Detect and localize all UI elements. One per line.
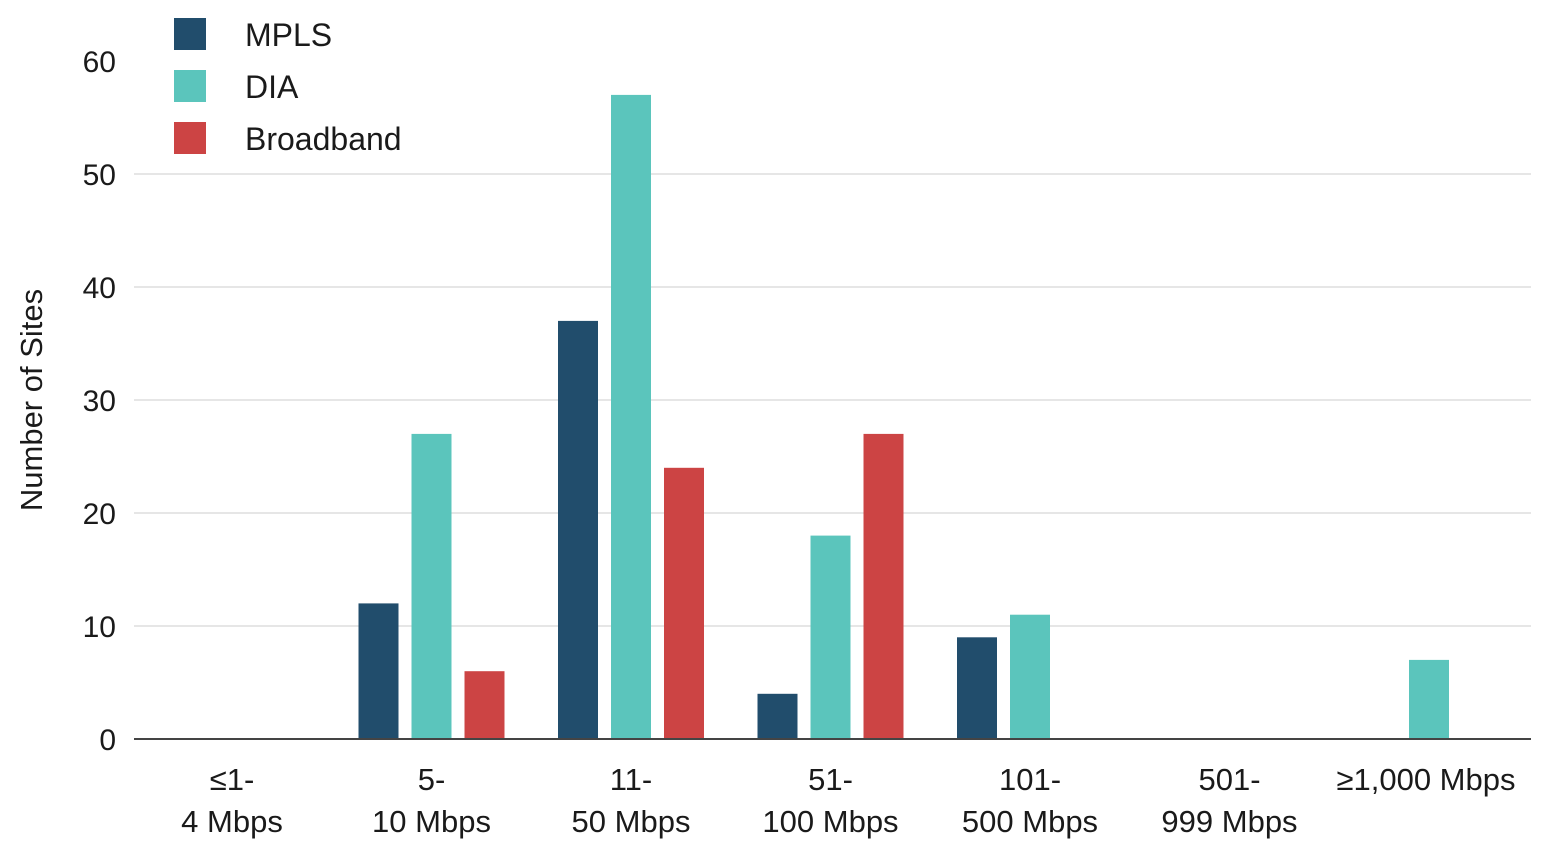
x-tick-label: 10 Mbps bbox=[372, 804, 491, 839]
bar-broadband bbox=[863, 433, 904, 739]
bars bbox=[358, 94, 1449, 739]
bar-dia bbox=[411, 433, 452, 739]
x-tick-label: 101- bbox=[999, 762, 1061, 797]
y-tick-label: 30 bbox=[83, 385, 116, 418]
legend-label-mpls: MPLS bbox=[245, 17, 332, 53]
bar-mpls bbox=[558, 320, 598, 739]
x-tick-label: 4 Mbps bbox=[181, 804, 283, 839]
legend-swatch-broadband bbox=[174, 122, 206, 154]
bar-dia bbox=[611, 94, 651, 739]
x-tick-label: ≥1,000 Mbps bbox=[1336, 762, 1515, 797]
bar-broadband bbox=[464, 671, 505, 739]
bar-mpls bbox=[358, 603, 399, 739]
y-axis-label: Number of Sites bbox=[14, 289, 49, 511]
bar-dia bbox=[810, 535, 851, 739]
bar-mpls bbox=[957, 637, 997, 739]
legend: MPLS DIA Broadband bbox=[174, 17, 402, 157]
gridlines bbox=[134, 173, 1531, 627]
x-tick-label: 11- bbox=[610, 762, 653, 797]
x-tick-label: 999 Mbps bbox=[1161, 804, 1297, 839]
x-tick-label: ≤1- bbox=[210, 762, 255, 797]
x-tick-label: 51- bbox=[808, 762, 853, 797]
x-axis-tick-labels: ≤1- 4 Mbps 5- 10 Mbps 11- 50 Mbps 51- 100 Mbps 1… bbox=[181, 762, 1515, 839]
bar-broadband bbox=[664, 467, 704, 739]
bar-dia bbox=[1010, 614, 1050, 739]
legend-swatch-dia bbox=[174, 70, 206, 102]
x-tick-label: 50 Mbps bbox=[572, 804, 691, 839]
x-tick-label: 500 Mbps bbox=[962, 804, 1098, 839]
y-axis-ticks: 0 10 20 30 40 50 60 bbox=[83, 46, 116, 757]
y-tick-label: 60 bbox=[83, 46, 116, 79]
legend-label-dia: DIA bbox=[245, 69, 299, 105]
x-tick-label: 5- bbox=[418, 762, 446, 797]
legend-swatch-mpls bbox=[174, 18, 206, 50]
y-tick-label: 10 bbox=[83, 611, 116, 644]
legend-label-broadband: Broadband bbox=[245, 121, 402, 157]
x-tick-label: 501- bbox=[1198, 762, 1260, 797]
y-tick-label: 0 bbox=[99, 724, 116, 757]
bar-dia bbox=[1409, 659, 1449, 739]
y-tick-label: 20 bbox=[83, 498, 116, 531]
y-tick-label: 50 bbox=[83, 159, 116, 192]
bar-mpls bbox=[757, 693, 798, 739]
x-tick-label: 100 Mbps bbox=[762, 804, 898, 839]
y-tick-label: 40 bbox=[83, 272, 116, 305]
